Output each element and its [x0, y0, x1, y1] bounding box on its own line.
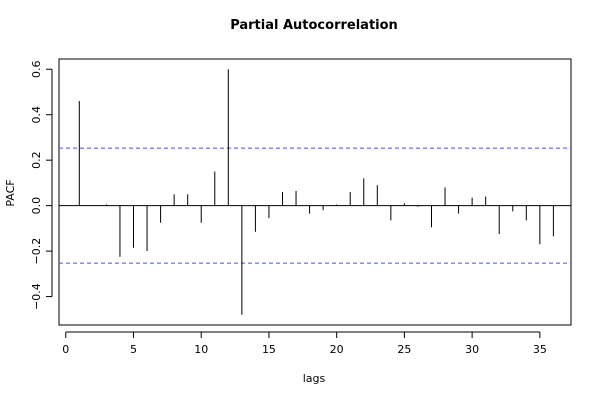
- y-axis-label: PACF: [4, 179, 17, 206]
- x-tick-label: 25: [397, 343, 411, 356]
- x-tick-label: 5: [130, 343, 137, 356]
- x-tick-label: 0: [62, 343, 69, 356]
- y-tick-label: 0.6: [30, 60, 43, 78]
- y-tick-label: −0.2: [30, 238, 43, 265]
- chart-title: Partial Autocorrelation: [230, 18, 398, 33]
- plot-area: [59, 69, 571, 315]
- x-axis-label: lags: [303, 372, 326, 385]
- y-tick-label: 0.2: [30, 151, 43, 169]
- x-axis: 0 5 10 15 20 25 30 35: [62, 331, 547, 356]
- x-tick-label: 30: [465, 343, 479, 356]
- x-tick-label: 10: [194, 343, 208, 356]
- y-tick-label: −0.4: [30, 283, 43, 310]
- plot-frame: [58, 58, 572, 326]
- y-tick-label: 0.4: [30, 106, 43, 124]
- x-tick-label: 15: [262, 343, 276, 356]
- y-tick-label: 0.0: [30, 197, 43, 215]
- x-tick-label: 35: [533, 343, 547, 356]
- x-tick-label: 20: [330, 343, 344, 356]
- y-axis: −0.4 −0.2 0.0 0.2 0.4 0.6: [30, 60, 53, 310]
